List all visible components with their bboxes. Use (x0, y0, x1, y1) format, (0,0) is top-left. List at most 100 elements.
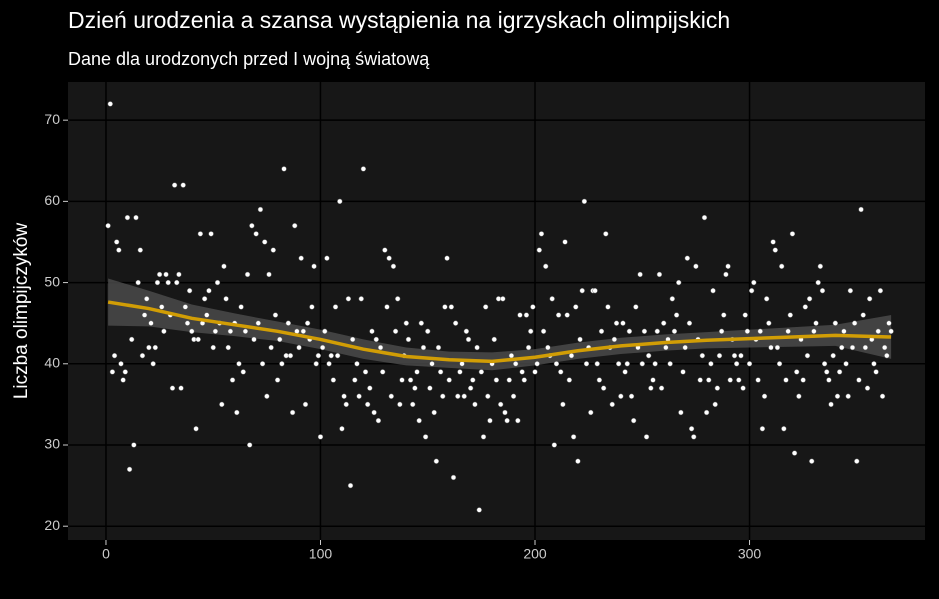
point (255, 320, 261, 326)
point (860, 312, 866, 318)
point (418, 320, 424, 326)
point (253, 231, 259, 237)
y-axis-label: Liczba olimpijczyków (11, 223, 32, 400)
point (613, 320, 620, 326)
point (841, 328, 847, 334)
point (427, 385, 433, 391)
point (193, 426, 199, 432)
point (693, 263, 699, 269)
point (703, 409, 710, 416)
point (461, 393, 467, 399)
point (500, 296, 506, 302)
point (268, 344, 274, 351)
point (742, 312, 748, 318)
point (144, 296, 150, 302)
point (652, 361, 658, 367)
point (862, 344, 869, 351)
point (802, 304, 808, 310)
point (502, 409, 508, 416)
point (821, 361, 828, 367)
point (446, 377, 452, 383)
point (161, 328, 167, 334)
point (350, 336, 356, 343)
point (643, 434, 650, 440)
point (577, 336, 583, 343)
y-tick-label: 30 (44, 436, 60, 452)
point (105, 223, 111, 229)
point (152, 344, 158, 351)
point (789, 231, 796, 237)
point (313, 361, 319, 367)
point (219, 401, 225, 408)
point (444, 255, 450, 261)
point (259, 361, 266, 367)
point (264, 393, 270, 399)
chart-title: Dzień urodzenia a szansa wystąpienia na … (68, 7, 730, 33)
y-tick-label: 60 (44, 192, 60, 208)
point (864, 385, 871, 391)
point (740, 385, 746, 391)
point (287, 353, 294, 359)
point (553, 361, 560, 367)
point (826, 377, 832, 383)
point (609, 401, 615, 408)
point (800, 377, 806, 383)
point (886, 320, 892, 326)
point (639, 361, 645, 367)
point (139, 353, 146, 359)
point (663, 344, 669, 351)
point (206, 288, 212, 294)
point (367, 385, 373, 391)
point (882, 344, 888, 351)
point (236, 361, 242, 367)
point (714, 385, 720, 391)
point (249, 223, 255, 229)
point (435, 344, 442, 351)
point (759, 426, 766, 432)
point (459, 361, 465, 367)
point (517, 312, 523, 318)
point (519, 369, 525, 375)
point (148, 320, 154, 326)
point (598, 328, 605, 334)
point (118, 361, 124, 367)
point (425, 328, 431, 334)
point (686, 320, 693, 326)
point (292, 223, 298, 229)
point (877, 288, 884, 294)
point (397, 401, 403, 408)
point (605, 304, 611, 310)
point (858, 206, 864, 213)
point (429, 361, 435, 367)
point (375, 417, 382, 424)
point (225, 344, 231, 351)
x-tick-label: 100 (309, 546, 333, 562)
point (819, 288, 826, 294)
point (354, 361, 360, 367)
point (289, 409, 296, 416)
point (871, 361, 877, 367)
point (558, 369, 564, 375)
point (319, 344, 326, 351)
point (345, 296, 352, 302)
point (834, 393, 841, 399)
point (133, 214, 139, 221)
point (240, 369, 246, 375)
point (804, 353, 811, 359)
point (513, 361, 519, 367)
point (131, 442, 137, 448)
point (124, 214, 131, 221)
point (163, 271, 169, 278)
y-tick-label: 20 (44, 517, 60, 533)
point (538, 231, 545, 237)
point (543, 263, 549, 269)
point (304, 320, 311, 326)
point (474, 344, 480, 351)
point (510, 393, 517, 399)
point (326, 361, 332, 367)
point (270, 247, 276, 253)
point (109, 369, 116, 375)
point (465, 336, 472, 343)
point (697, 377, 703, 383)
point (566, 377, 572, 383)
